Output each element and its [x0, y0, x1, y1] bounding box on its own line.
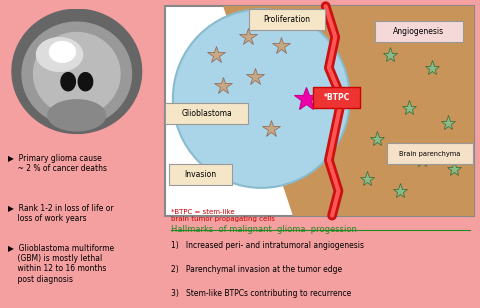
Text: Proliferation: Proliferation	[264, 14, 311, 24]
Text: Brain parenchyma: Brain parenchyma	[399, 151, 461, 157]
Polygon shape	[78, 73, 93, 91]
Polygon shape	[22, 22, 132, 126]
FancyBboxPatch shape	[374, 21, 463, 42]
Text: Angiogenesis: Angiogenesis	[393, 27, 444, 36]
Polygon shape	[48, 100, 106, 131]
FancyBboxPatch shape	[165, 6, 474, 216]
Polygon shape	[36, 38, 83, 71]
Text: 1)   Increased peri- and intratumoral angiogenesis: 1) Increased peri- and intratumoral angi…	[171, 241, 364, 250]
Text: ▶  Rank 1-2 in loss of life or
    loss of work years: ▶ Rank 1-2 in loss of life or loss of wo…	[8, 203, 114, 223]
Text: 2)   Parenchymal invasion at the tumor edge: 2) Parenchymal invasion at the tumor edg…	[171, 265, 342, 274]
Polygon shape	[49, 42, 75, 62]
FancyBboxPatch shape	[249, 9, 325, 30]
FancyBboxPatch shape	[387, 143, 473, 164]
Text: 3)   Stem-like BTPCs contributing to recurrence: 3) Stem-like BTPCs contributing to recur…	[171, 289, 351, 298]
Text: *BTPC: *BTPC	[324, 93, 350, 102]
FancyBboxPatch shape	[313, 87, 360, 108]
Text: Invasion: Invasion	[184, 170, 216, 179]
Text: Hallmarks  of malignant  glioma  progession: Hallmarks of malignant glioma progession	[171, 225, 357, 234]
Ellipse shape	[173, 9, 350, 188]
FancyBboxPatch shape	[166, 103, 248, 124]
Text: ▶  Glioblastoma multiforme
    (GBM) is mostly lethal
    within 12 to 16 months: ▶ Glioblastoma multiforme (GBM) is mostl…	[8, 243, 114, 284]
Polygon shape	[34, 33, 120, 115]
Polygon shape	[223, 6, 474, 216]
Polygon shape	[12, 9, 142, 133]
Text: Glioblastoma: Glioblastoma	[181, 109, 232, 118]
FancyBboxPatch shape	[168, 164, 232, 185]
Text: *BTPC = stem-like
brain tumor propagating cells: *BTPC = stem-like brain tumor propagatin…	[171, 209, 275, 222]
Polygon shape	[61, 73, 75, 91]
Text: ▶  Primary glioma cause
    ~ 2 % of cancer deaths: ▶ Primary glioma cause ~ 2 % of cancer d…	[8, 154, 107, 173]
